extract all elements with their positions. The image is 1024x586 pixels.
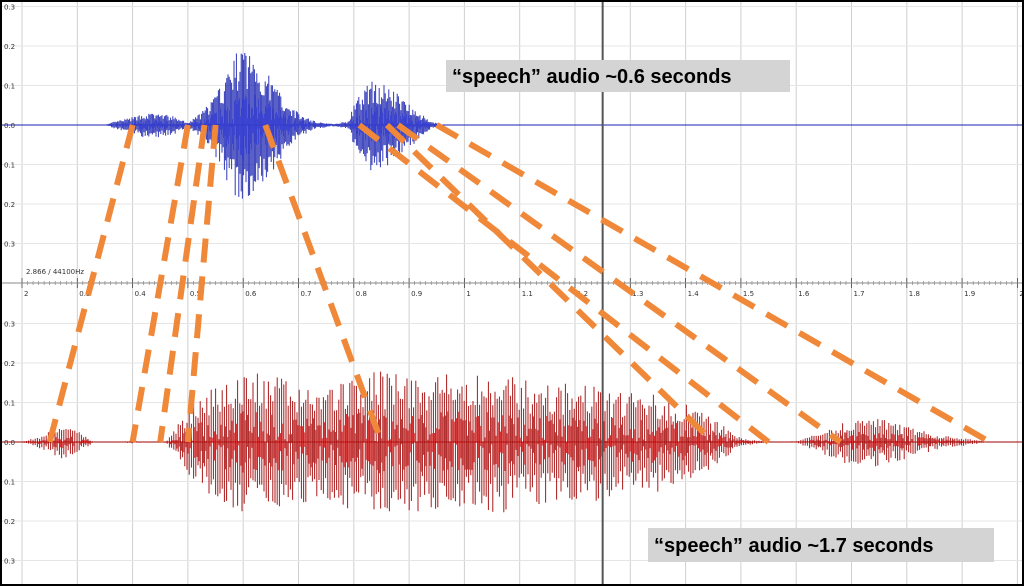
x-tick-label: 0.9 <box>411 290 422 298</box>
top-waveform <box>0 53 1024 199</box>
x-tick-label: 1.9 <box>964 290 975 298</box>
mapping-line <box>262 123 385 444</box>
x-tick-label: 1.7 <box>854 290 865 298</box>
y-tick-label: 0.2 <box>4 360 15 368</box>
y-tick-label: 0.2 <box>4 43 15 51</box>
y-tick-label: 0.3 <box>4 241 15 249</box>
x-tick-label: 0.8 <box>356 290 367 298</box>
mapping-line <box>157 124 208 443</box>
y-tick-label: 0.2 <box>4 201 15 209</box>
x-tick-label: 0.3 <box>79 290 90 298</box>
x-tick-label: 2 <box>24 290 28 298</box>
waveform-trace <box>23 371 989 513</box>
top-callout-background <box>446 60 790 92</box>
bottom-callout-text: “speech” audio ~1.7 seconds <box>654 535 934 557</box>
x-tick-label: 0.7 <box>301 290 312 298</box>
time-mapping-lines <box>46 122 992 445</box>
y-tick-label: 0.1 <box>4 83 15 91</box>
waveform-trace <box>105 53 443 199</box>
sample-rate-label: 2.866 / 44100Hz <box>26 268 84 276</box>
bottom-callout-background <box>648 528 994 562</box>
x-tick-label: 0.4 <box>135 290 147 298</box>
y-tick-label: 0.3 <box>4 558 15 566</box>
y-tick-label: 0.0 <box>4 122 15 130</box>
x-tick-label: 1.6 <box>798 290 810 298</box>
y-tick-label: 0.3 <box>4 4 15 12</box>
x-tick-label: 0.6 <box>245 290 257 298</box>
bottom-callout: “speech” audio ~1.7 seconds <box>648 528 994 562</box>
y-tick-label: 0.3 <box>4 321 15 329</box>
y-tick-label: 0.1 <box>4 479 15 487</box>
y-tick-label: 0.1 <box>4 400 15 408</box>
x-tick-label: 1.4 <box>688 290 700 298</box>
top-callout: “speech” audio ~0.6 seconds <box>446 60 790 92</box>
mapping-line <box>396 122 843 445</box>
x-tick-label: 1.8 <box>909 290 920 298</box>
x-tick-label: 2 <box>1019 290 1023 298</box>
mapping-line <box>46 124 136 443</box>
bottom-waveform <box>0 371 1024 513</box>
x-tick-label: 1 <box>466 290 470 298</box>
top-callout-text: “speech” audio ~0.6 seconds <box>452 66 732 88</box>
mapping-line <box>184 124 219 443</box>
mapping-line <box>357 122 771 445</box>
x-tick-label: 1.2 <box>577 290 588 298</box>
y-tick-label: 0.0 <box>4 439 15 447</box>
y-tick-label: 0.1 <box>4 162 15 170</box>
y-tick-label: 0.2 <box>4 518 15 526</box>
x-tick-label: 1.5 <box>743 290 754 298</box>
mapping-line <box>129 124 191 443</box>
waveform-trace-inner <box>24 410 990 474</box>
x-tick-label: 1.1 <box>522 290 533 298</box>
mapping-line <box>435 122 992 445</box>
x-tick-label: 1.3 <box>632 290 643 298</box>
x-tick-label: 0.5 <box>190 290 201 298</box>
amplitude-ticks: 0.3 0.2 0.1 0.0 0.1 0.2 0.3 0.3 0.2 0.1 0.0 0.1 0.2 0… <box>4 4 15 566</box>
